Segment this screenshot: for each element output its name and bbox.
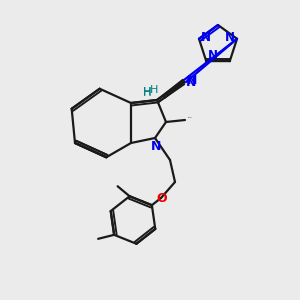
Text: N: N: [225, 31, 235, 44]
Text: methyl: methyl: [188, 117, 193, 118]
Text: N: N: [208, 49, 218, 62]
Text: N: N: [187, 74, 197, 88]
Text: H: H: [142, 85, 152, 98]
Text: O: O: [157, 191, 167, 205]
Text: N: N: [151, 140, 161, 153]
Text: H: H: [143, 87, 151, 97]
Text: N: N: [201, 31, 211, 44]
Text: N: N: [186, 76, 196, 88]
Text: H: H: [150, 85, 158, 95]
